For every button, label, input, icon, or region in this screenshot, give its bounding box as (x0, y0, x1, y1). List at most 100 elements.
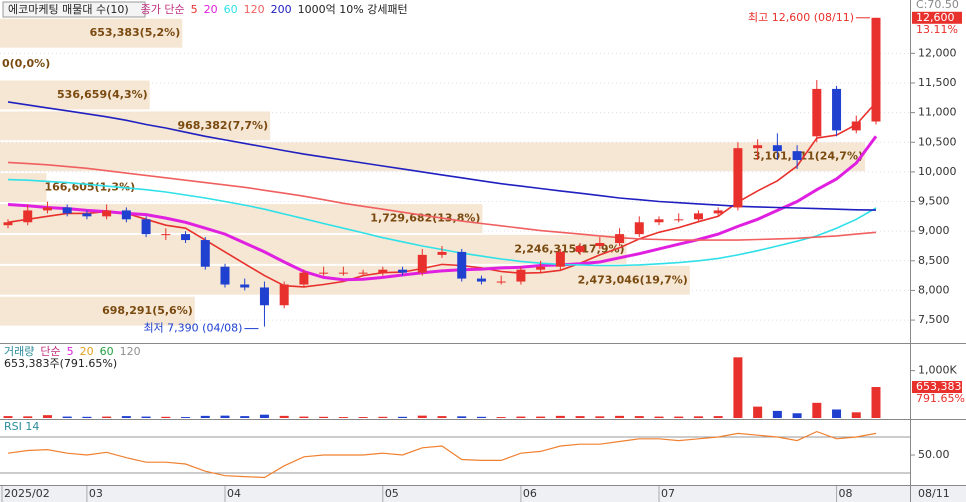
y-tick-label: 12,000 (918, 46, 957, 59)
legend-item: 60 (100, 345, 114, 358)
profile-label: 653,383(5,2%) (90, 26, 181, 39)
y-tick-label: 8,500 (918, 254, 950, 267)
moving-average (7, 161, 877, 241)
candle-body (23, 210, 33, 223)
legend-item: 5 (67, 345, 74, 358)
candle-body (772, 145, 782, 152)
volume-bar (378, 416, 388, 418)
volume-bar (62, 416, 72, 418)
last-date: 08/11 (918, 487, 950, 500)
volume-bar (82, 416, 92, 418)
last-price: 12,600 (916, 11, 955, 24)
volume-bar (338, 417, 348, 418)
volume-change: 791.65% (916, 392, 965, 405)
candle-body (240, 284, 250, 288)
volume-bar (575, 416, 585, 418)
volume-bar (792, 413, 802, 418)
y-tick-label: 10,000 (918, 165, 957, 178)
volume-bar (733, 357, 743, 418)
volume-bar (516, 416, 526, 418)
volume-bar (398, 416, 408, 418)
moving-average (7, 101, 877, 288)
x-tick-label: 2025/02 (4, 487, 50, 500)
candle-body (220, 266, 230, 285)
subtitle: 1000억 10% 강세패턴 (298, 3, 408, 16)
volume-bar (299, 416, 309, 418)
y-tick-label: 9,000 (918, 224, 950, 237)
legend-item: 120 (244, 3, 265, 16)
profile-label: 536,659(4,3%) (57, 88, 148, 101)
volume-bar (437, 416, 447, 418)
volume-bar (240, 416, 250, 418)
panel-title: RSI 14 (4, 420, 39, 433)
y-tick-label: 50.00 (918, 448, 950, 461)
candle-body (832, 88, 842, 131)
profile-label: 3,101,111(24,7%) (753, 150, 863, 163)
legend-title: 단순 (40, 345, 60, 358)
x-tick-label: 05 (385, 487, 399, 500)
profile-bar (0, 296, 195, 326)
candle-body (713, 210, 723, 214)
volume-bar (595, 416, 605, 418)
candle-body (42, 207, 52, 211)
change-label: 13.11% (916, 23, 958, 36)
volume-bar (141, 416, 151, 418)
volume-bar (121, 416, 131, 418)
moving-average (7, 135, 878, 282)
profile-label: 2,246,315(17,9%) (514, 242, 624, 255)
volume-bar (713, 416, 723, 418)
candle-body (851, 121, 861, 131)
last-price-box (912, 11, 962, 24)
volume-bar (674, 416, 684, 418)
last-volume: 653,383 (916, 380, 962, 393)
candle-body (871, 17, 881, 122)
volume-bar (693, 416, 703, 418)
volume-bar (555, 415, 565, 418)
legend-item: 120 (120, 345, 141, 358)
profile-label: 0(0,0%) (2, 57, 50, 70)
profile-label: 166,605(1,3%) (44, 181, 135, 194)
date-axis (0, 486, 966, 502)
volume-bar (279, 415, 289, 418)
x-tick-label: 03 (89, 487, 103, 500)
volume-bar (259, 414, 269, 418)
y-tick-label: 7,500 (918, 313, 950, 326)
y-tick-label: 11,500 (918, 76, 957, 89)
volume-bar (812, 402, 822, 418)
volume-bar (23, 416, 33, 418)
candle-body (536, 266, 546, 270)
volume-bar (832, 409, 842, 418)
volume-bar (161, 416, 171, 418)
legend-item: 5 (191, 3, 198, 16)
candle-body (733, 148, 743, 208)
volume-bar (417, 415, 427, 418)
low-annotation: 최저 7,390 (04/08) (143, 322, 242, 335)
legend-item: 200 (271, 3, 292, 16)
volume-bar (772, 410, 782, 418)
candle-body (358, 272, 368, 274)
candle-body (516, 269, 526, 282)
high-annotation: 최고 12,600 (08/11) (748, 11, 854, 24)
chart-title: 에코마케팅 매물대 수(10) (8, 3, 129, 16)
candle-body (62, 207, 72, 214)
profile-bar (0, 111, 271, 141)
candle-body (792, 151, 802, 161)
legend-title: 종가 단순 (141, 3, 185, 16)
profile-label: 2,473,046(19,7%) (578, 273, 688, 286)
profile-label: 968,382(7,7%) (177, 119, 268, 132)
volume-subtitle: 653,383주(791.65%) (4, 357, 117, 370)
profile-bar (0, 173, 47, 203)
candle-body (141, 219, 151, 235)
profile-bar (0, 142, 865, 172)
volume-bar (200, 415, 210, 418)
rsi-line (7, 430, 877, 479)
volume-bar (536, 416, 546, 418)
candle-body (812, 88, 822, 137)
y-tick-label: 1,000K (918, 364, 957, 377)
candle-body (575, 245, 585, 252)
volume-bar (753, 406, 763, 418)
candle-body (82, 213, 92, 217)
legend-item: 20 (204, 3, 218, 16)
volume-bar (42, 415, 52, 418)
